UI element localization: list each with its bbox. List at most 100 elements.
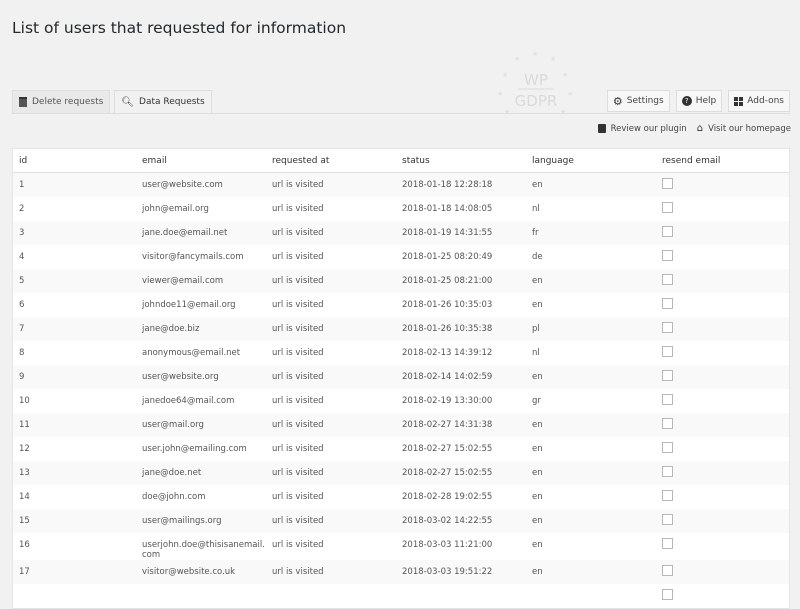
table-row: 1 user@website.com url is visited 2018-01-1… bbox=[13, 173, 789, 197]
resend-email-checkbox[interactable] bbox=[662, 202, 673, 213]
cell-email: jane@doe.net bbox=[142, 468, 202, 478]
cell-status: 2018-02-27 15:02:55 bbox=[402, 468, 493, 478]
cell-id: 14 bbox=[19, 492, 30, 502]
header-email: email bbox=[142, 156, 167, 166]
cell-status: 2018-01-26 10:35:38 bbox=[402, 324, 493, 334]
cell-language: nl bbox=[532, 348, 540, 358]
cell-resend-email bbox=[662, 250, 789, 264]
cell-resend-email bbox=[662, 202, 789, 216]
table-row: 4 visitor@fancymails.com url is visited 201… bbox=[13, 245, 789, 269]
cell-id: 5 bbox=[19, 276, 25, 286]
cell-email: doe@john.com bbox=[142, 492, 206, 502]
cell-id: 1 bbox=[19, 180, 25, 190]
add-ons-button[interactable]: Add-ons bbox=[728, 90, 790, 112]
table-row: 14 doe@john.com url is visited 2018-02-28 1… bbox=[13, 485, 789, 509]
page-title: List of users that requested for informa… bbox=[12, 19, 347, 37]
svg-text:WP: WP bbox=[524, 71, 548, 89]
tab-label: Data Requests bbox=[139, 97, 205, 107]
cell-resend-email bbox=[662, 589, 789, 603]
table-row: 3 jane.doe@email.net url is visited 2018-01… bbox=[13, 221, 789, 245]
resend-email-checkbox[interactable] bbox=[662, 589, 673, 600]
cell-requested-at: url is visited bbox=[272, 540, 324, 550]
cell-requested-at: url is visited bbox=[272, 324, 324, 334]
resend-email-checkbox[interactable] bbox=[662, 538, 673, 549]
table-row bbox=[13, 584, 789, 608]
table-row: 5 viewer@email.com url is visited 2018-01-2… bbox=[13, 269, 789, 293]
gear-icon: ⚙ bbox=[612, 94, 623, 108]
resend-email-checkbox[interactable] bbox=[662, 466, 673, 477]
cell-resend-email bbox=[662, 346, 789, 360]
cell-email: user@mail.org bbox=[142, 420, 204, 430]
resend-email-checkbox[interactable] bbox=[662, 226, 673, 237]
cell-language: en bbox=[532, 276, 543, 286]
cell-status: 2018-01-25 08:21:00 bbox=[402, 276, 493, 286]
cell-resend-email bbox=[662, 442, 789, 456]
table-row: 16 userjohn.doe@thisisanemail.com url is v… bbox=[13, 533, 789, 560]
cell-status: 2018-02-27 15:02:55 bbox=[402, 444, 493, 454]
cell-email: anonymous@email.net bbox=[142, 348, 241, 358]
resend-email-checkbox[interactable] bbox=[662, 178, 673, 189]
resend-email-checkbox[interactable] bbox=[662, 394, 673, 405]
cell-resend-email bbox=[662, 178, 789, 192]
homepage-link[interactable]: ⌂ Visit our homepage bbox=[697, 123, 791, 134]
requests-table: id email requested at status language re… bbox=[12, 148, 790, 609]
table-row: 13 jane@doe.net url is visited 2018-02-27 1… bbox=[13, 461, 789, 485]
cell-requested-at: url is visited bbox=[272, 516, 324, 526]
resend-email-checkbox[interactable] bbox=[662, 274, 673, 285]
cell-language: en bbox=[532, 468, 543, 478]
cell-language: en bbox=[532, 372, 543, 382]
cell-status: 2018-02-28 19:02:55 bbox=[402, 492, 493, 502]
resend-email-checkbox[interactable] bbox=[662, 418, 673, 429]
settings-button[interactable]: ⚙ Settings bbox=[606, 90, 670, 112]
cell-status: 2018-01-19 14:31:55 bbox=[402, 228, 493, 238]
resend-email-checkbox[interactable] bbox=[662, 346, 673, 357]
review-plugin-link[interactable]: Review our plugin bbox=[597, 123, 687, 134]
header-requested-at: requested at bbox=[272, 156, 330, 166]
resend-email-checkbox[interactable] bbox=[662, 490, 673, 501]
cell-email: jane.doe@email.net bbox=[142, 228, 228, 238]
cell-requested-at: url is visited bbox=[272, 348, 324, 358]
cell-resend-email bbox=[662, 274, 789, 288]
header-buttons: ⚙ Settings ? Help Add-ons bbox=[606, 90, 790, 112]
cell-status: 2018-01-18 14:08:05 bbox=[402, 204, 493, 214]
cell-resend-email bbox=[662, 514, 789, 528]
trash-icon bbox=[19, 97, 27, 107]
cell-language: en bbox=[532, 420, 543, 430]
header-resend-email: resend email bbox=[662, 156, 721, 166]
svg-text:★: ★ bbox=[514, 55, 520, 63]
home-icon: ⌂ bbox=[696, 123, 704, 134]
cell-status: 2018-02-14 14:02:59 bbox=[402, 372, 493, 382]
cell-resend-email bbox=[662, 322, 789, 336]
settings-label: Settings bbox=[626, 96, 664, 106]
tab-delete-requests[interactable]: Delete requests bbox=[12, 90, 111, 114]
table-header: id email requested at status language re… bbox=[13, 149, 789, 173]
cell-status: 2018-01-26 10:35:03 bbox=[402, 300, 493, 310]
homepage-label: Visit our homepage bbox=[708, 123, 791, 134]
resend-email-checkbox[interactable] bbox=[662, 298, 673, 309]
resend-email-checkbox[interactable] bbox=[662, 322, 673, 333]
table-row: 17 visitor@website.co.uk url is visited 201… bbox=[13, 560, 789, 584]
tab-divider bbox=[12, 113, 790, 114]
resend-email-checkbox[interactable] bbox=[662, 250, 673, 261]
cell-email: userjohn.doe@thisisanemail.com bbox=[142, 540, 265, 560]
resend-email-checkbox[interactable] bbox=[662, 370, 673, 381]
svg-text:GDPR: GDPR bbox=[515, 92, 558, 110]
resend-email-checkbox[interactable] bbox=[662, 514, 673, 525]
tab-data-requests[interactable]: 🔍︎ Data Requests bbox=[114, 90, 212, 114]
cell-resend-email bbox=[662, 418, 789, 432]
cell-status: 2018-02-27 14:31:38 bbox=[402, 420, 493, 430]
resend-email-checkbox[interactable] bbox=[662, 565, 673, 576]
cell-language: en bbox=[532, 516, 543, 526]
cell-id: 10 bbox=[19, 396, 30, 406]
help-button[interactable]: ? Help bbox=[675, 90, 723, 112]
svg-text:★: ★ bbox=[497, 90, 503, 98]
cell-id: 15 bbox=[19, 516, 30, 526]
cell-language: en bbox=[532, 444, 543, 454]
svg-text:★: ★ bbox=[562, 71, 568, 79]
cell-status: 2018-03-02 14:22:55 bbox=[402, 516, 493, 526]
cell-resend-email bbox=[662, 298, 789, 312]
resend-email-checkbox[interactable] bbox=[662, 442, 673, 453]
cell-email: jane@doe.biz bbox=[142, 324, 200, 334]
cell-id: 8 bbox=[19, 348, 25, 358]
cell-requested-at: url is visited bbox=[272, 567, 324, 577]
